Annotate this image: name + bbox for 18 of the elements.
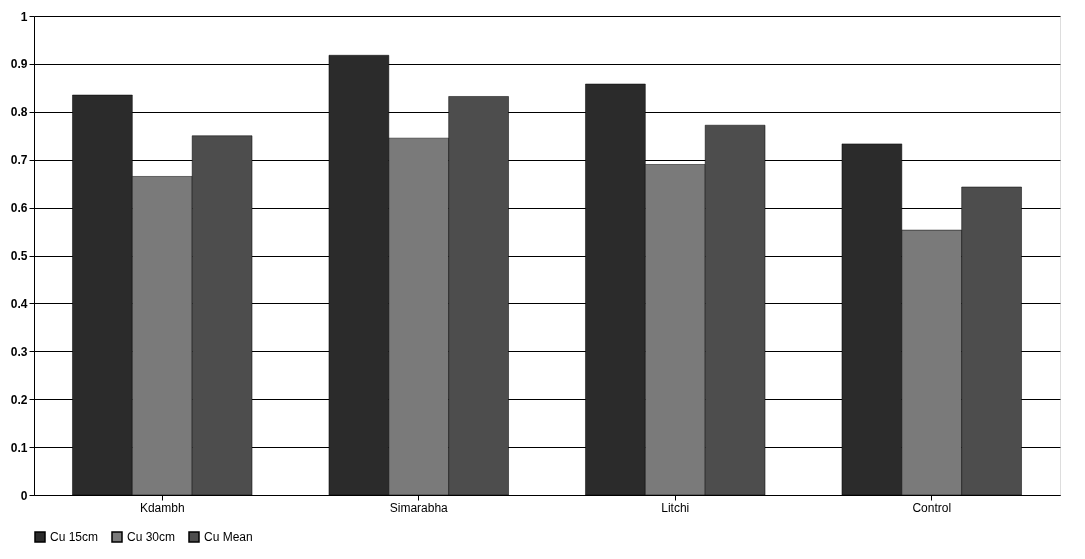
y-tick-label: 0.8 <box>10 105 28 120</box>
legend-label: Cu Mean <box>204 530 253 544</box>
y-tick-label: 0 <box>20 488 28 503</box>
y-tick-label: 0.9 <box>10 57 28 72</box>
y-tick-label: 1 <box>20 9 28 24</box>
x-tick-label: Litchi <box>661 500 690 515</box>
y-tick-label: 0.1 <box>10 440 28 455</box>
x-tick-label: Simarabha <box>389 500 449 515</box>
legend-label: Cu 15cm <box>50 530 99 544</box>
y-tick-label: 0.3 <box>10 344 28 359</box>
y-tick-label: 0.7 <box>10 153 28 168</box>
y-tick-label: 0.5 <box>10 249 28 263</box>
y-tick-label: 0.6 <box>10 201 28 216</box>
legend-label: Cu 30cm <box>127 530 176 544</box>
y-tick-label: 0.2 <box>10 392 28 407</box>
y-tick-label: 0.4 <box>10 296 28 311</box>
x-tick-label: Control <box>912 500 952 515</box>
x-tick-label: Kdambh <box>139 500 185 515</box>
